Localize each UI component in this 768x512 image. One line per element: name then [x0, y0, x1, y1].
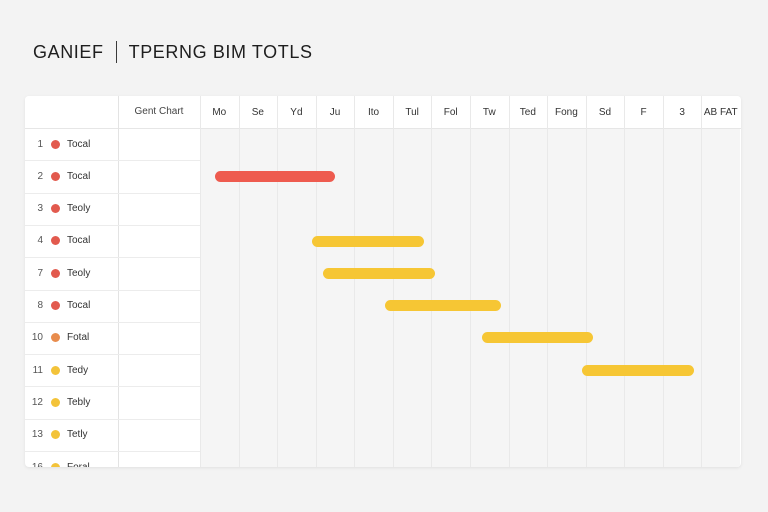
task-row[interactable]: 4 Tocal — [25, 227, 118, 255]
status-dot-icon — [51, 365, 60, 375]
column-header: Ju — [329, 106, 341, 118]
column-gridline — [277, 96, 279, 467]
column-gridline — [547, 96, 549, 467]
task-label: Foral — [67, 461, 90, 468]
row-divider — [25, 224, 200, 226]
row-divider — [25, 160, 200, 162]
task-row[interactable]: 2 Tocal — [25, 162, 118, 190]
row-divider — [25, 192, 200, 194]
column-header: AB FAT — [703, 106, 738, 118]
task-number: 3 — [37, 203, 43, 215]
task-label: Tocal — [67, 138, 91, 150]
row-divider — [25, 418, 200, 420]
column-header: Mo — [212, 106, 227, 118]
task-row[interactable]: 7 Teoly — [25, 259, 118, 287]
task-number: 7 — [37, 267, 43, 279]
task-row[interactable]: 10 Fotal — [25, 324, 118, 352]
task-number: 12 — [31, 396, 43, 408]
column-gridline — [392, 96, 394, 467]
task-number: 8 — [37, 300, 43, 311]
column-header: Fol — [443, 106, 458, 118]
status-dot-icon — [51, 430, 60, 440]
column-gridline — [624, 96, 626, 467]
status-dot-icon — [51, 204, 60, 214]
task-label: Tedy — [67, 364, 89, 376]
task-row[interactable]: 13 Tetly — [25, 421, 118, 449]
task-bar[interactable] — [385, 300, 501, 312]
task-bar[interactable] — [581, 364, 694, 376]
column-separator — [118, 96, 119, 467]
status-dot-icon — [51, 462, 60, 467]
column-header: Ito — [368, 106, 380, 118]
column-gridline — [701, 96, 703, 467]
task-number: 16 — [31, 461, 43, 468]
column-header: Tw — [482, 106, 496, 118]
status-dot-icon — [51, 139, 60, 149]
task-number: 13 — [31, 429, 43, 441]
header-divider — [115, 41, 117, 63]
row-divider — [25, 257, 200, 259]
status-dot-icon — [51, 268, 60, 278]
task-number: 10 — [31, 332, 43, 344]
page-header: GANIEF TPERNG BIM TOTLS — [33, 40, 313, 64]
task-label: Tocal — [67, 235, 91, 247]
task-number: 11 — [32, 364, 43, 376]
column-header: Ted — [519, 106, 536, 118]
task-number: 1 — [37, 138, 43, 150]
row-divider — [25, 354, 200, 356]
task-row[interactable]: 3 Teoly — [25, 195, 118, 223]
task-label: Teoly — [67, 267, 91, 279]
column-header: Se — [251, 106, 264, 118]
column-gridline — [315, 96, 317, 467]
row-divider — [25, 321, 200, 323]
status-dot-icon — [51, 236, 60, 246]
task-row[interactable]: 12 Tebly — [25, 388, 118, 416]
gantt-header-row — [25, 96, 741, 129]
task-bar[interactable] — [311, 235, 424, 247]
column-gridline — [200, 96, 201, 467]
column-gridline — [238, 96, 240, 467]
status-dot-icon — [51, 397, 60, 407]
status-dot-icon — [51, 301, 60, 310]
task-number: 4 — [37, 235, 43, 247]
task-row[interactable]: 11 Tedy — [25, 356, 118, 384]
column-header: 3 — [679, 106, 685, 118]
column-header: Yd — [290, 106, 303, 118]
status-dot-icon — [51, 171, 60, 181]
column-gridline — [470, 96, 471, 467]
row-divider — [25, 386, 200, 388]
task-label: Fotal — [67, 332, 90, 344]
task-row[interactable]: 16 Foral — [25, 453, 118, 467]
status-dot-icon — [51, 333, 60, 343]
task-row[interactable]: 8 Tocal — [25, 292, 118, 320]
header-title-right: TPERNG BIM TOTLS — [128, 41, 313, 62]
task-label: Tocal — [67, 300, 91, 311]
header-title-left: GANIEF — [33, 41, 104, 62]
column-header: F — [640, 106, 647, 118]
column-gridline — [508, 96, 510, 467]
gantt-title: Gent Chart — [134, 106, 184, 117]
task-bar[interactable] — [323, 267, 436, 279]
column-gridline — [585, 96, 587, 467]
task-label: Tocal — [67, 170, 91, 182]
row-divider — [25, 451, 200, 452]
column-header: Sd — [598, 106, 612, 118]
task-bar[interactable] — [481, 332, 594, 344]
gantt-card: Gent Chart Mo Se Yd Ju Ito Tul Fol Tw Ted Fong Sd F… — [25, 96, 741, 467]
task-label: Tebly — [67, 396, 91, 408]
task-row[interactable]: 1 Tocal — [25, 130, 118, 158]
task-label: Tetly — [67, 429, 88, 441]
column-header: Fong — [555, 106, 578, 118]
task-bar[interactable] — [215, 170, 335, 182]
column-gridline — [662, 96, 664, 467]
column-header: Tul — [405, 106, 419, 118]
task-number: 2 — [37, 170, 43, 182]
column-gridline — [354, 96, 356, 467]
row-divider — [25, 289, 200, 291]
task-label: Teoly — [67, 203, 91, 215]
column-gridline — [431, 96, 433, 467]
